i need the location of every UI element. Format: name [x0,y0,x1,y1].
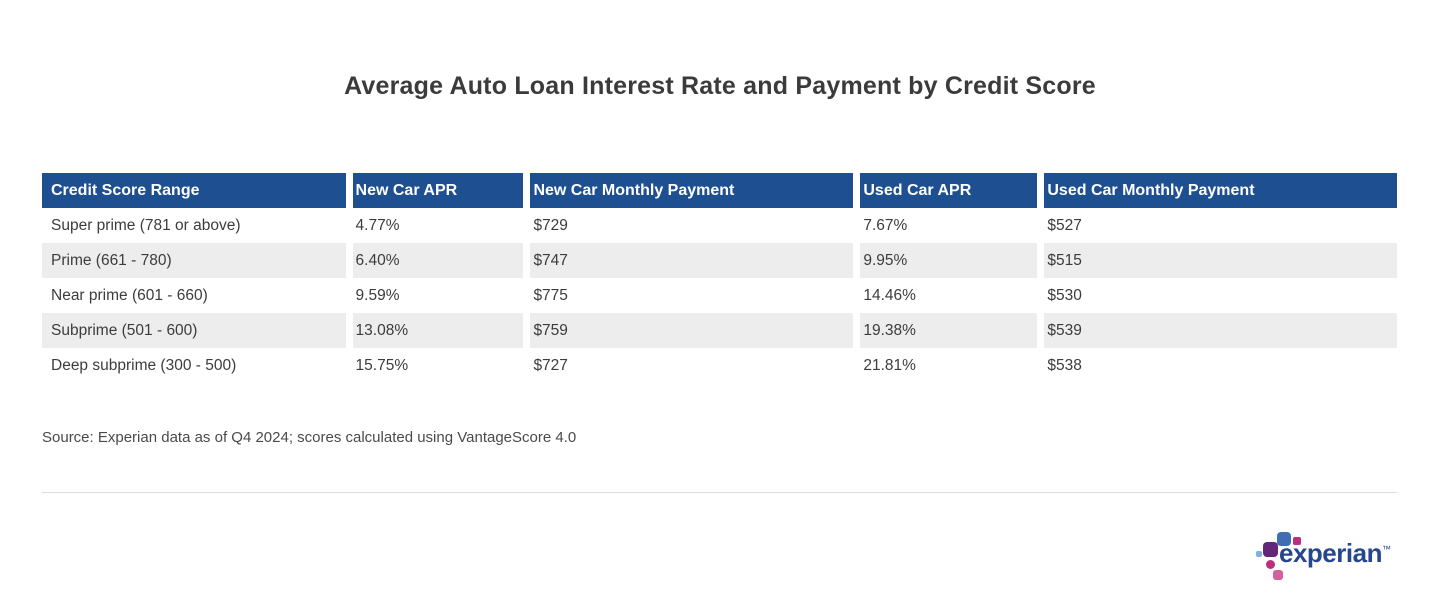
table-cell: 15.75% [345,348,527,383]
table-cell: 4.77% [345,208,527,243]
table-cell: Deep subprime (300 - 500) [42,348,350,383]
column-header: New Car APR [345,173,527,208]
experian-dot-pink [1273,570,1283,580]
experian-logo: experian™ [1255,527,1405,585]
table-cell: Near prime (601 - 660) [42,278,350,313]
table-row: Deep subprime (300 - 500) 15.75% $727 21.81… [42,348,1397,383]
source-note: Source: Experian data as of Q4 2024; sco… [42,429,577,446]
table-row: Near prime (601 - 660) 9.59% $775 14.46% $53… [42,278,1397,313]
table-cell: $515 [1037,243,1397,278]
experian-dot-purple [1263,542,1278,557]
table-cell: $759 [523,313,857,348]
table-row: Super prime (781 or above) 4.77% $729 7.67%… [42,208,1397,243]
table-cell: $527 [1037,208,1397,243]
experian-logo-text: experian™ [1279,538,1391,568]
table-header-row: Credit Score Range New Car APR New Car Mon… [42,173,1397,208]
table-body: Super prime (781 or above) 4.77% $729 7.67%… [42,208,1397,383]
table-cell: $539 [1037,313,1397,348]
table-cell: $530 [1037,278,1397,313]
table-cell: 14.46% [853,278,1041,313]
experian-dot-blue [1277,532,1291,546]
table-cell: Super prime (781 or above) [42,208,350,243]
column-header: New Car Monthly Payment [523,173,857,208]
table-cell: 13.08% [345,313,527,348]
experian-dot-magenta [1266,560,1275,569]
table-container: Credit Score Range New Car APR New Car Mon… [42,173,1397,383]
table-cell: Prime (661 - 780) [42,243,350,278]
table-cell: 6.40% [345,243,527,278]
table-cell: $747 [523,243,857,278]
table-cell: $538 [1037,348,1397,383]
table-header: Credit Score Range New Car APR New Car Mon… [42,173,1397,208]
table-row: Subprime (501 - 600) 13.08% $759 19.38% $539 [42,313,1397,348]
table-cell: 19.38% [853,313,1041,348]
table-cell: 21.81% [853,348,1041,383]
table-cell: 7.67% [853,208,1041,243]
column-header: Used Car APR [853,173,1041,208]
column-header: Credit Score Range [42,173,350,208]
divider-line [42,492,1397,493]
credit-score-table: Credit Score Range New Car APR New Car Mon… [42,173,1397,383]
table-cell: Subprime (501 - 600) [42,313,350,348]
table-row: Prime (661 - 780) 6.40% $747 9.95% $515 [42,243,1397,278]
table-cell: 9.95% [853,243,1041,278]
column-header: Used Car Monthly Payment [1037,173,1397,208]
table-cell: $775 [523,278,857,313]
table-cell: 9.59% [345,278,527,313]
trademark-symbol: ™ [1381,544,1391,554]
experian-dot-magenta-sm [1293,537,1301,545]
experian-dot-light-blue [1256,551,1262,557]
table-cell: $729 [523,208,857,243]
table-cell: $727 [523,348,857,383]
page-title: Average Auto Loan Interest Rate and Paym… [344,72,1096,100]
